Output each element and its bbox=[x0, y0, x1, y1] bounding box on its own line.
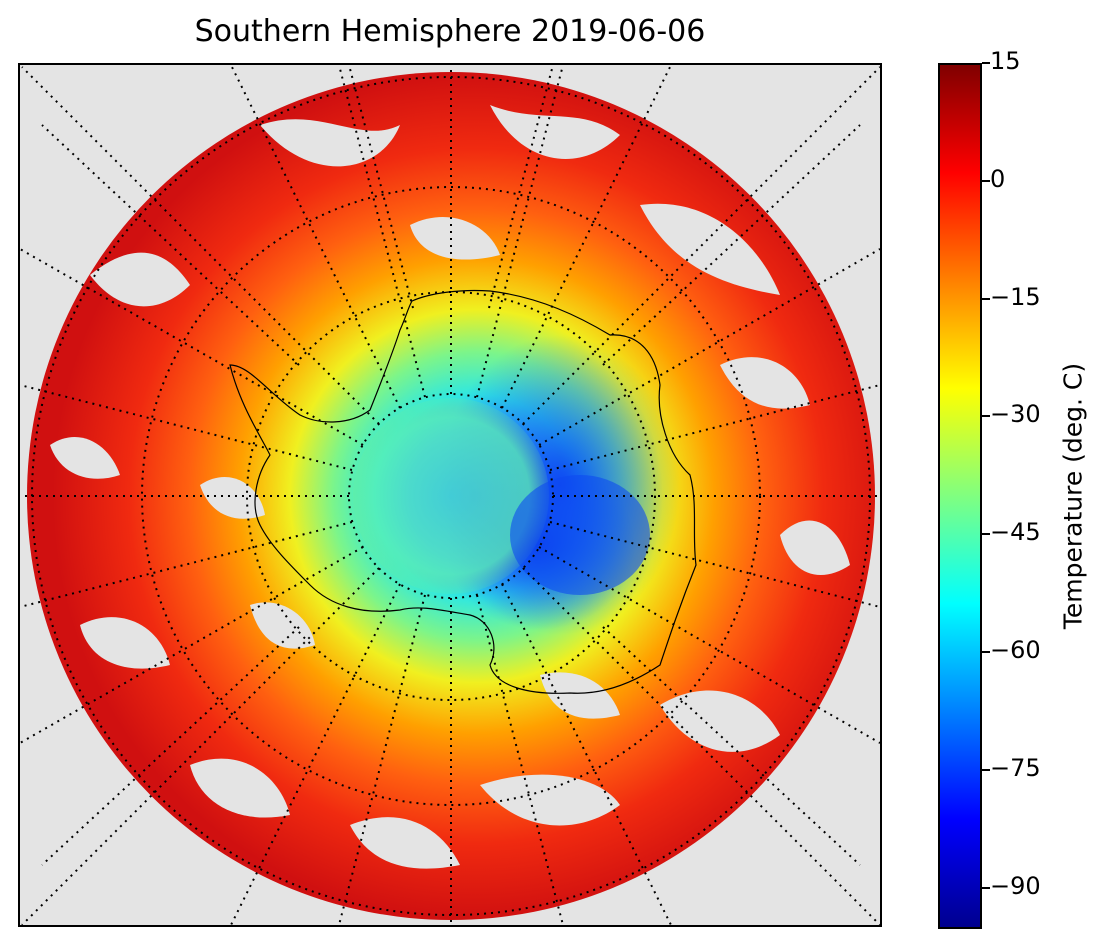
colorbar bbox=[938, 63, 982, 929]
colorbar-tick bbox=[982, 651, 990, 654]
colorbar-tick-label: −60 bbox=[990, 636, 1041, 665]
colorbar-tick bbox=[982, 297, 990, 300]
colorbar-tick-label: 0 bbox=[990, 164, 1006, 193]
colorbar-tick bbox=[982, 415, 990, 418]
temperature-detail bbox=[353, 335, 680, 635]
colorbar-tick-label: −90 bbox=[990, 871, 1041, 900]
colorbar-tick-label: −45 bbox=[990, 518, 1041, 547]
colorbar-tick-label: −30 bbox=[990, 400, 1041, 429]
colorbar-tick-label: −75 bbox=[990, 753, 1041, 782]
colorbar-tick bbox=[982, 62, 990, 64]
meridian-lines bbox=[20, 65, 880, 925]
polar-map-canvas bbox=[20, 65, 880, 925]
colorbar-tick bbox=[982, 886, 990, 889]
colorbar-tick bbox=[982, 179, 990, 182]
polar-map bbox=[18, 63, 882, 927]
colorbar-tick bbox=[982, 533, 990, 536]
colorbar-tick-label: 15 bbox=[990, 47, 1021, 75]
colorbar-label: Temperature (deg. C) bbox=[1058, 362, 1088, 630]
colorbar-tick bbox=[982, 768, 990, 771]
map-title: Southern Hemisphere 2019-06-06 bbox=[194, 14, 706, 49]
colorbar-tick-label: −15 bbox=[990, 282, 1041, 311]
cloud-gaps bbox=[50, 105, 850, 869]
